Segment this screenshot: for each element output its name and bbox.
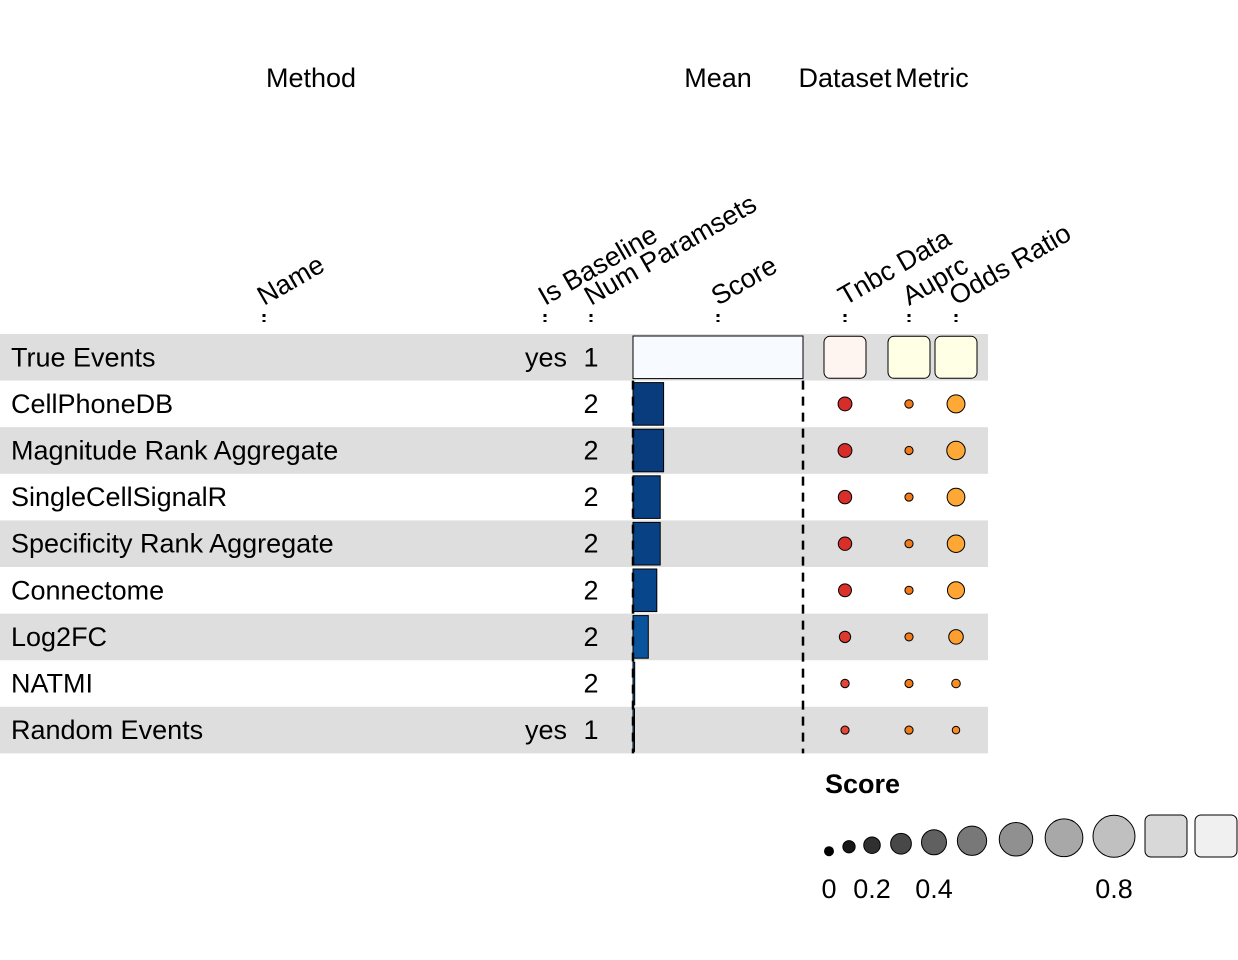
method-name: CellPhoneDB [11, 389, 173, 419]
num-paramsets: 2 [583, 575, 598, 605]
legend-swatch [1044, 818, 1084, 858]
method-name: Random Events [11, 715, 203, 745]
num-paramsets: 2 [583, 436, 598, 466]
group-header: Dataset [798, 63, 892, 93]
odds-ratio-mark [946, 581, 966, 600]
method-name: Log2FC [11, 622, 107, 652]
odds-ratio-mark [951, 725, 961, 735]
legend-swatch [824, 846, 834, 857]
group-header: Method [266, 63, 356, 93]
num-paramsets: 2 [583, 622, 598, 652]
legend-swatch [863, 836, 881, 854]
auprc-mark [904, 399, 914, 409]
group-header: Metric [895, 63, 969, 93]
num-paramsets: 2 [583, 529, 598, 559]
legend-swatch [921, 829, 947, 856]
auprc-mark [904, 539, 914, 549]
legend-tick-label: 0 [821, 874, 836, 904]
legend-swatch [1144, 814, 1188, 858]
score-bar [632, 335, 804, 380]
tnbc-data-mark [823, 335, 867, 379]
score-bar [632, 568, 658, 613]
legend-swatch [998, 822, 1034, 857]
tnbc-data-mark [837, 396, 853, 412]
auprc-mark [904, 585, 914, 595]
score-bar [632, 521, 661, 566]
method-name: NATMI [11, 669, 93, 699]
tnbc-data-mark [837, 443, 853, 458]
score-bar [632, 382, 665, 426]
group-header: Mean [684, 63, 752, 93]
row-stripe [0, 334, 988, 381]
legend-tick-label: 0.2 [853, 874, 891, 904]
score-bar [632, 475, 661, 519]
row-stripe [0, 613, 988, 661]
legend-tick-label: 0.8 [1095, 874, 1133, 904]
row-stripe [0, 427, 988, 474]
legend-swatch [842, 840, 856, 854]
num-paramsets: 2 [583, 389, 598, 419]
odds-ratio-mark [946, 487, 966, 507]
score-bar [632, 661, 636, 706]
num-paramsets: 2 [583, 482, 598, 512]
auprc-mark [904, 445, 914, 456]
odds-ratio-mark [951, 678, 961, 689]
score-bar [632, 708, 635, 752]
score-bar [632, 615, 649, 659]
method-name: Connectome [11, 575, 164, 605]
row-stripe [0, 520, 988, 567]
tnbc-data-mark [840, 725, 850, 735]
tnbc-data-mark [838, 630, 852, 644]
legend-swatch [890, 832, 912, 855]
method-name: Specificity Rank Aggregate [11, 529, 334, 559]
column-header: Name [252, 249, 329, 311]
row-stripe [0, 706, 988, 754]
auprc-mark [904, 678, 914, 689]
auprc-mark [904, 725, 914, 735]
score-bar [632, 428, 665, 473]
legend-swatch [956, 825, 988, 856]
auprc-mark [887, 335, 931, 379]
tnbc-data-mark [838, 583, 852, 598]
odds-ratio-mark [946, 534, 966, 553]
tnbc-data-mark [837, 536, 853, 551]
auprc-mark [904, 492, 914, 502]
odds-ratio-mark [946, 394, 966, 414]
legend-tick-label: 0.4 [915, 874, 953, 904]
auprc-mark [904, 632, 914, 642]
column-header: Score [706, 250, 782, 311]
num-paramsets: 1 [583, 342, 598, 372]
odds-ratio-mark [934, 335, 978, 379]
legend-title: Score [825, 769, 900, 799]
method-name: True Events [11, 342, 156, 372]
baseline-flag: yes [525, 715, 567, 745]
method-name: SingleCellSignalR [11, 482, 227, 512]
odds-ratio-mark [946, 440, 966, 461]
baseline-flag: yes [525, 342, 567, 372]
num-paramsets: 2 [583, 669, 598, 699]
num-paramsets: 1 [583, 715, 598, 745]
odds-ratio-mark [948, 629, 964, 645]
legend-swatch [1092, 814, 1136, 858]
method-name: Magnitude Rank Aggregate [11, 436, 338, 466]
tnbc-data-mark [837, 489, 853, 505]
legend-swatch [1194, 814, 1238, 858]
tnbc-data-mark [840, 678, 850, 689]
